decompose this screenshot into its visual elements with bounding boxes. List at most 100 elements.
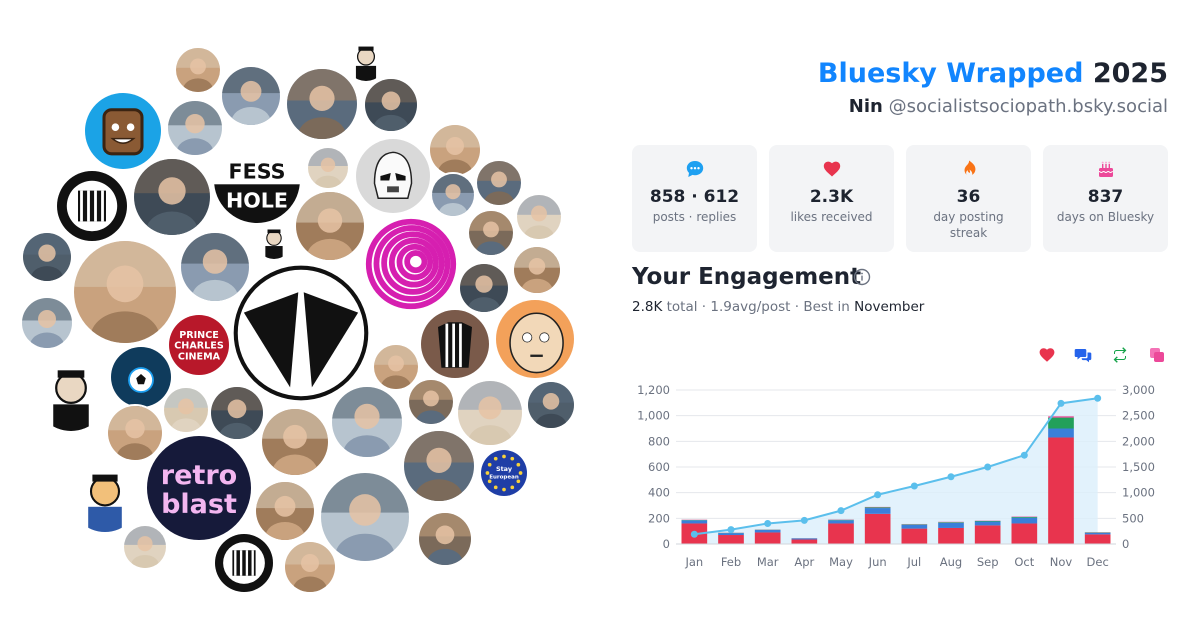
cumulative-line: [694, 397, 1098, 536]
avatar-photo[interactable]: [407, 378, 455, 426]
repost-icon[interactable]: [1111, 346, 1129, 364]
svg-text:Stay: Stay: [496, 465, 513, 473]
flame-icon: [964, 160, 975, 175]
avatar-photo[interactable]: [330, 385, 404, 459]
avatar-fess[interactable]: FESS HOLE: [212, 135, 302, 225]
avatar-photo[interactable]: [106, 404, 164, 462]
avatar-toon[interactable]: [494, 298, 576, 380]
avatar-pcc[interactable]: PRINCE CHARLES CINEMA: [167, 313, 231, 377]
avatar-photo[interactable]: [122, 524, 168, 570]
y-left-tick-label: 800: [648, 434, 670, 448]
avatar-fan[interactable]: [254, 221, 294, 261]
replies-icon[interactable]: [1074, 346, 1092, 364]
cumulative-point: [800, 516, 808, 524]
avatar-photo[interactable]: [174, 46, 222, 94]
bar-segment-1: [681, 520, 708, 524]
y-left-tick-label: 400: [648, 486, 670, 500]
separator: ·: [794, 299, 800, 315]
avatar-photo[interactable]: [515, 193, 563, 241]
avatar-photo[interactable]: [467, 209, 515, 257]
engagement-best-month: November: [854, 299, 925, 315]
avatar-photo[interactable]: [21, 231, 73, 283]
engagement-chart-svg: 0 200 400 600 800 1,000 1,200 0 500 1,000 1,500 2,0…: [637, 383, 1155, 569]
avatar-photo[interactable]: [402, 429, 476, 503]
svg-text:European: European: [489, 475, 519, 481]
bar-segment-0: [974, 525, 1001, 544]
avatar-photo[interactable]: [285, 67, 359, 141]
cumulative-point: [764, 519, 772, 527]
avatar-photo[interactable]: [372, 343, 420, 391]
avatar-photo[interactable]: [512, 245, 562, 295]
avatar-photo[interactable]: [319, 471, 411, 563]
avatar-photo[interactable]: [428, 123, 482, 177]
avatar-photo[interactable]: [306, 146, 350, 190]
avatar-photo[interactable]: [132, 157, 212, 237]
x-tick-label: Apr: [794, 555, 814, 569]
bar-segment-1: [1084, 532, 1111, 535]
avatar-photo[interactable]: [283, 540, 337, 594]
svg-text:HOLE: HOLE: [226, 189, 288, 213]
stat-value-streak: 36: [956, 187, 981, 207]
avatar-photo[interactable]: [209, 385, 265, 441]
bar-segment-1: [974, 521, 1001, 526]
svg-text:PRINCE: PRINCE: [179, 330, 219, 341]
avatar-angry[interactable]: [68, 460, 142, 534]
page-title: Bluesky Wrapped 2025: [818, 58, 1168, 89]
chart-legend: [1038, 346, 1168, 366]
avatar-photo[interactable]: [475, 159, 523, 207]
stat-label-streak: day posting streak: [933, 210, 1004, 240]
bar-segment-0: [828, 523, 854, 544]
bar-segment-0: [754, 532, 781, 544]
engagement-best-label: Best in: [803, 299, 850, 315]
heart-icon[interactable]: [1038, 346, 1056, 364]
avatar-photo[interactable]: [294, 190, 366, 262]
avatar-photo[interactable]: [179, 231, 251, 303]
avatar-trooper[interactable]: [354, 137, 432, 215]
stat-label-posts: posts · replies: [652, 210, 737, 224]
avatar-photo[interactable]: [20, 296, 74, 350]
avatar-ball[interactable]: [109, 345, 173, 409]
bar-segment-2: [938, 522, 964, 523]
avatar-sheep[interactable]: [343, 37, 389, 83]
stats-row: 858 · 612 posts · replies 2.3K likes rec…: [632, 145, 1168, 252]
avatar-photo[interactable]: [162, 386, 210, 434]
avatar-rose[interactable]: [361, 214, 461, 314]
avatar-shirt[interactable]: [419, 308, 491, 380]
avatar-toast[interactable]: [83, 91, 163, 171]
avatar-eu[interactable]: Stay European: [479, 448, 529, 498]
wrapped-panel: Bluesky Wrapped 2025 Nin @socialistsocio…: [632, 0, 1168, 630]
avatar-photo[interactable]: [430, 172, 476, 218]
avatar-capt[interactable]: [32, 355, 110, 433]
avatar-photo[interactable]: [220, 65, 282, 127]
x-tick-label: Jul: [906, 555, 921, 569]
profile-line: Nin @socialistsociopath.bsky.social: [849, 96, 1168, 117]
avatar-photo[interactable]: [72, 239, 178, 345]
avatar-vee[interactable]: [231, 263, 371, 403]
x-tick-label: Nov: [1050, 555, 1073, 569]
quote-icon[interactable]: [1148, 346, 1166, 364]
avatar-photo[interactable]: [417, 511, 473, 567]
stat-card-posts: 858 · 612 posts · replies: [632, 145, 757, 252]
avatar-photo[interactable]: [254, 480, 316, 542]
bar-segment-1: [718, 533, 744, 536]
avatar-photo[interactable]: [260, 407, 330, 477]
x-tick-label: Oct: [1014, 555, 1034, 569]
engagement-chart: 0 200 400 600 800 1,000 1,200 0 500 1,000 1,500 2,0…: [632, 378, 1168, 578]
avatar-retro[interactable]: retro blast: [145, 434, 253, 542]
stat-card-days: 837 days on Bluesky: [1043, 145, 1168, 252]
bar-segment-1: [754, 529, 781, 533]
bar-segment-0: [938, 527, 964, 544]
bar-segment-1: [938, 522, 964, 528]
avatar-photo[interactable]: [458, 262, 510, 314]
avatar-nufc[interactable]: [55, 169, 129, 243]
svg-text:blast: blast: [161, 489, 237, 520]
stat-label-likes: likes received: [790, 210, 873, 224]
avatar-photo[interactable]: [363, 77, 419, 133]
avatar-photo[interactable]: [166, 99, 224, 157]
y-left-tick-label: 200: [648, 511, 670, 525]
avatar-nufc[interactable]: [213, 532, 275, 594]
avatar-photo[interactable]: [456, 379, 524, 447]
info-icon[interactable]: [853, 268, 871, 286]
bar-segment-1: [864, 508, 891, 514]
avatar-photo[interactable]: [526, 380, 576, 430]
